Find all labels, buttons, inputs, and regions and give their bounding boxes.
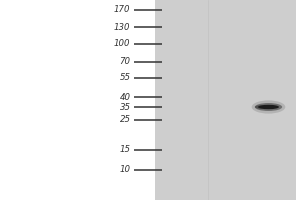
Text: 55: 55 [119, 73, 130, 82]
Text: 100: 100 [114, 40, 130, 48]
Bar [154, 0, 296, 200]
Text: 170: 170 [114, 5, 130, 15]
Text: 130: 130 [114, 22, 130, 31]
Text: 70: 70 [119, 58, 130, 66]
Ellipse shape [258, 105, 279, 109]
Text: 25: 25 [119, 116, 130, 124]
Ellipse shape [255, 103, 282, 111]
Ellipse shape [252, 100, 285, 114]
Ellipse shape [255, 105, 266, 109]
Text: 35: 35 [119, 102, 130, 112]
Text: 40: 40 [119, 92, 130, 102]
Text: 15: 15 [119, 146, 130, 154]
Text: 10: 10 [119, 166, 130, 174]
